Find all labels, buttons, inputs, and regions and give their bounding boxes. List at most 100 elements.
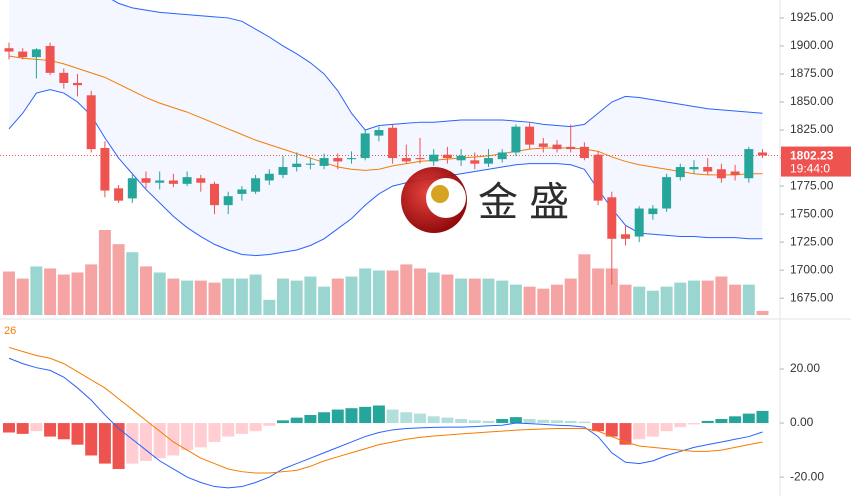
macd-histogram-bar	[509, 417, 522, 424]
y-tick-label: 0.00	[790, 415, 814, 429]
candle-body	[168, 180, 178, 184]
y-tick-label: 1825.00	[790, 122, 834, 136]
candle-body	[114, 188, 124, 201]
volume-bar	[181, 280, 194, 315]
candle-body	[552, 144, 562, 150]
y-tick-label: 1900.00	[790, 38, 834, 52]
macd-histogram-bar	[208, 423, 221, 442]
macd-histogram-bar	[592, 423, 605, 432]
macd-histogram-bar	[633, 423, 646, 440]
candle-body	[662, 177, 672, 209]
macd-histogram-bar	[441, 417, 454, 424]
candle-body	[703, 167, 713, 172]
volume-bar	[455, 278, 468, 315]
volume-bar	[345, 276, 358, 315]
candle-body	[484, 158, 493, 164]
macd-histogram-bar	[468, 420, 481, 424]
volume-bar	[592, 268, 605, 315]
volume-bar	[290, 280, 303, 315]
candle-body	[4, 48, 14, 52]
candle-body	[100, 147, 110, 191]
volume-bar	[235, 278, 248, 315]
y-tick-label: 1775.00	[790, 178, 834, 192]
candle-body	[264, 173, 274, 181]
candle-body	[497, 152, 507, 160]
volume-bar	[729, 284, 742, 315]
candle-body	[360, 133, 370, 159]
volume-bar	[140, 266, 152, 315]
y-tick-label: 1700.00	[790, 262, 834, 276]
candle-body	[59, 72, 69, 83]
macd-histogram-bar	[140, 423, 152, 461]
signal-line	[8, 346, 763, 474]
volume-bar	[372, 270, 385, 315]
candle-body	[525, 126, 535, 145]
candle-body	[689, 167, 699, 170]
macd-histogram-bar	[660, 423, 673, 432]
macd-histogram-bar	[372, 405, 385, 424]
macd-histogram-bar	[277, 420, 289, 424]
candle-body	[744, 149, 754, 179]
y-tick-label: -20.00	[790, 469, 824, 483]
candle-body	[182, 177, 192, 184]
candle-body	[18, 51, 28, 58]
volume-bar	[71, 272, 84, 315]
macd-histogram-bar	[30, 423, 43, 432]
volume-bar	[414, 268, 426, 315]
macd-histogram-bar	[414, 413, 426, 424]
macd-histogram-bar	[523, 419, 536, 424]
candle-body	[333, 158, 343, 162]
candle-body	[566, 146, 576, 150]
candle-body	[388, 127, 398, 159]
macd-histogram-bar	[427, 416, 440, 424]
candle-body	[648, 208, 658, 215]
volume-bar	[112, 244, 125, 315]
macd-histogram-bar	[126, 423, 139, 464]
volume-bar	[249, 274, 262, 315]
volume-bar	[57, 274, 70, 315]
band-upper	[111, 0, 763, 131]
volume-bar	[646, 290, 659, 315]
macd-histogram-bar	[249, 423, 262, 432]
candle-body	[86, 95, 96, 150]
price-pane	[0, 0, 780, 315]
volume-bar	[126, 252, 139, 315]
candle-body	[415, 158, 425, 160]
macd-histogram-bar	[386, 409, 399, 424]
macd-histogram-bar	[646, 423, 659, 437]
volume-bar	[537, 288, 550, 315]
volume-bar	[564, 278, 577, 315]
volume-bar	[194, 280, 207, 315]
macd-histogram-bar	[742, 413, 755, 424]
candle-body	[607, 197, 617, 239]
macd-histogram-bar	[756, 410, 769, 424]
macd-histogram-bar	[701, 420, 714, 424]
volume-bar	[359, 268, 372, 315]
candle-body	[251, 178, 261, 192]
volume-bar	[263, 299, 276, 315]
watermark: 金 盛	[401, 167, 569, 233]
y-tick-label: 1675.00	[790, 290, 834, 304]
volume-bar	[674, 282, 687, 315]
volume-bar	[400, 264, 413, 315]
candle-body	[442, 154, 452, 159]
candle-body	[347, 158, 356, 160]
volume-bar	[85, 264, 98, 315]
volume-bar	[468, 278, 481, 315]
y-tick-label: 1925.00	[790, 10, 834, 24]
macd-histogram-bar	[400, 412, 413, 424]
macd-histogram-bar	[290, 417, 303, 424]
candle-body	[223, 196, 233, 206]
candle-body	[196, 178, 206, 183]
macd-histogram-bar	[44, 423, 57, 437]
band-middle	[8, 55, 763, 176]
candle-body	[45, 45, 55, 73]
last-time-label: 19:44:0	[790, 162, 830, 176]
y-tick-label: 1750.00	[790, 206, 834, 220]
macd-histogram-bar	[304, 414, 317, 424]
macd-histogram-bar	[729, 416, 742, 424]
macd-histogram-bar	[112, 423, 125, 469]
candle-body	[579, 146, 589, 159]
candle-body	[511, 126, 521, 153]
